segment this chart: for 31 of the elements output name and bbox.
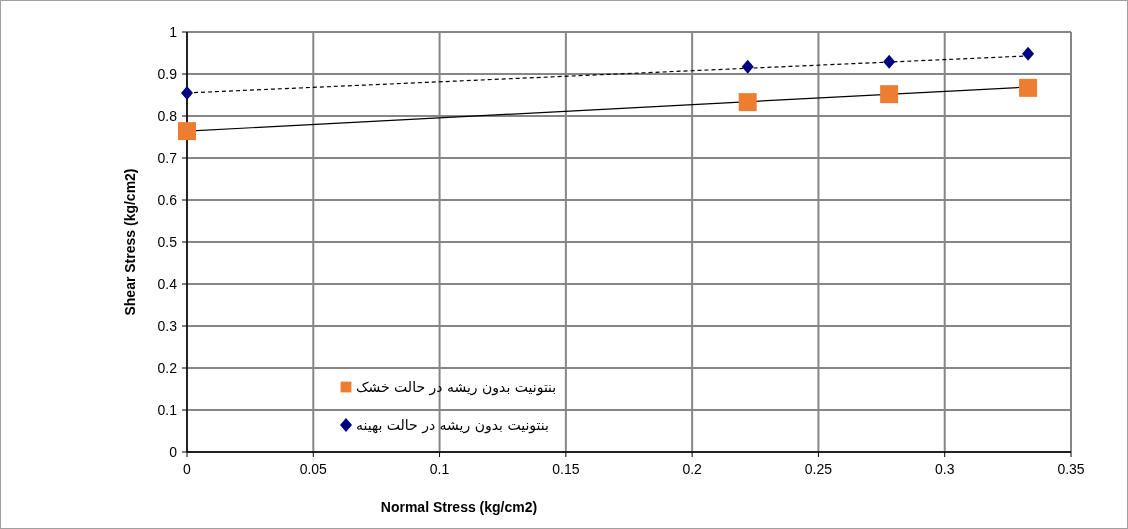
y-tick-label: 0.4 — [157, 276, 178, 292]
y-tick-label: 0 — [169, 444, 178, 460]
x-axis-title: Normal Stress (kg/cm2) — [380, 499, 538, 515]
y-tick-label: 1 — [169, 24, 178, 40]
point — [181, 85, 193, 100]
x-tick-label: 0.35 — [1057, 461, 1085, 477]
point — [738, 93, 757, 112]
point — [741, 59, 754, 74]
x-tick-label: 0.1 — [429, 461, 450, 477]
point — [880, 85, 899, 104]
y-tick-label: 0.7 — [157, 150, 178, 166]
y-tick-label: 0.1 — [157, 402, 178, 418]
y-tick-label: 0.2 — [157, 360, 178, 376]
x-tick-label: 0.25 — [804, 461, 833, 477]
y-tick-label: 0.3 — [157, 318, 178, 334]
point — [883, 54, 896, 69]
y-tick-label: 0.5 — [157, 234, 178, 250]
point — [178, 122, 196, 141]
x-tick-label: 0.05 — [299, 461, 328, 477]
x-tick-label: 0.3 — [934, 461, 955, 477]
point — [1019, 78, 1038, 97]
y-tick-label: 0.6 — [157, 192, 178, 208]
x-tick-label: 0.15 — [552, 461, 580, 477]
y-axis-title: Shear Stress (kg/cm2) — [122, 168, 138, 316]
x-tick-label: 0 — [183, 461, 192, 477]
x-tick-label: 0.2 — [682, 461, 703, 477]
y-tick-label: 0.8 — [157, 108, 178, 124]
point — [1022, 46, 1035, 61]
legend-label: بنتونیت بدون ریشه در حالت بهینه — [356, 417, 549, 434]
y-tick-label: 0.9 — [157, 66, 178, 82]
legend-label: بنتونیت بدون ریشه در حالت خشک — [356, 379, 557, 396]
